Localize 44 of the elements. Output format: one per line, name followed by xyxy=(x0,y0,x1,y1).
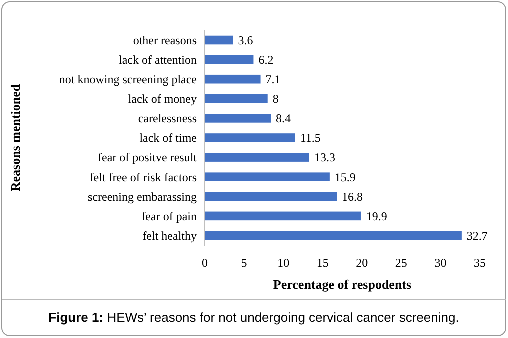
bar xyxy=(205,153,310,162)
caption: Figure 1: HEWs’ reasons for not undergoing cervical cancer screening. xyxy=(48,310,460,325)
bar xyxy=(205,172,330,182)
data-label: 6.2 xyxy=(258,53,274,68)
y-tick-label: fear of pain xyxy=(142,209,197,224)
y-axis-title: Reasons mentioned xyxy=(8,84,23,192)
y-tick-label: screening embarassing xyxy=(88,190,197,204)
x-tick-label: 0 xyxy=(202,256,208,270)
y-tick-label: carelessness xyxy=(138,112,198,126)
bar xyxy=(205,74,261,84)
x-tick-label: 35 xyxy=(474,256,486,270)
bar xyxy=(205,134,296,142)
bar xyxy=(205,212,362,221)
bar xyxy=(205,114,271,123)
y-tick-label: lack of money xyxy=(128,92,197,106)
data-label: 11.5 xyxy=(300,131,321,146)
x-tick-label: 15 xyxy=(316,256,329,270)
x-tick-label: 20 xyxy=(356,256,368,270)
y-tick-label: lack of time xyxy=(140,131,197,146)
data-label: 15.9 xyxy=(334,170,356,184)
data-label: 32.7 xyxy=(466,228,488,243)
bar xyxy=(205,36,234,45)
y-tick-label: felt healthy xyxy=(142,228,197,243)
data-label: 8.4 xyxy=(276,112,291,126)
data-label: 8 xyxy=(272,92,279,106)
bar xyxy=(205,192,337,202)
data-label: 16.8 xyxy=(342,190,363,204)
x-tick-label: 5 xyxy=(241,256,248,270)
y-tick-label: fear of positve result xyxy=(98,150,198,165)
data-label: 7.1 xyxy=(266,72,281,87)
data-label: 3.6 xyxy=(238,33,254,48)
data-label: 19.9 xyxy=(366,209,388,224)
y-tick-label: other reasons xyxy=(133,33,198,48)
bar xyxy=(205,55,254,64)
x-axis-title: Percentage of respodents xyxy=(273,277,412,292)
bar xyxy=(205,231,462,240)
y-tick-label: lack of attention xyxy=(119,53,197,68)
x-tick-label: 30 xyxy=(434,256,447,270)
data-label: 13.3 xyxy=(314,150,336,165)
y-tick-label: felt free of risk factors xyxy=(90,170,198,184)
x-tick-label: 25 xyxy=(395,256,408,270)
x-tick-label: 10 xyxy=(278,256,290,270)
bar xyxy=(205,94,268,104)
y-tick-label: not knowing screening place xyxy=(59,72,197,87)
